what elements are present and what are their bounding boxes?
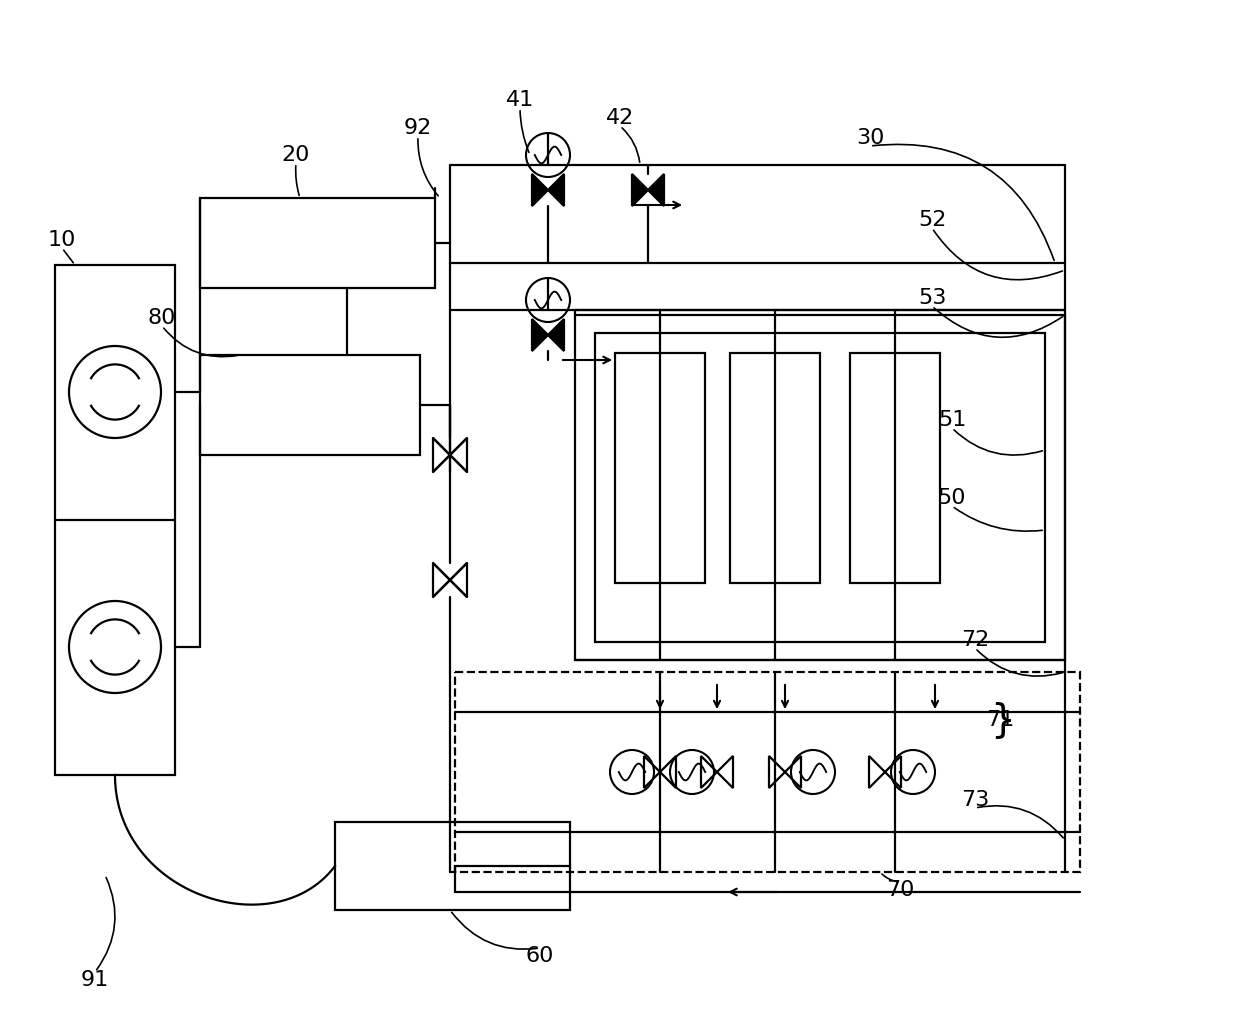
Text: 10: 10 — [48, 230, 76, 250]
Polygon shape — [649, 174, 663, 206]
Text: 80: 80 — [148, 308, 176, 328]
Polygon shape — [532, 174, 548, 206]
Polygon shape — [548, 174, 564, 206]
Bar — [615, 353, 706, 583]
Text: 70: 70 — [885, 880, 914, 900]
Text: 73: 73 — [961, 790, 990, 810]
Bar — [730, 353, 820, 583]
Text: 72: 72 — [961, 630, 990, 650]
Bar — [849, 353, 940, 583]
Bar — [575, 315, 1065, 660]
Polygon shape — [532, 319, 548, 351]
Text: 42: 42 — [606, 108, 634, 128]
Text: 20: 20 — [281, 145, 310, 165]
Polygon shape — [548, 319, 564, 351]
Text: 91: 91 — [81, 970, 109, 990]
Bar — [335, 822, 570, 910]
Polygon shape — [632, 174, 649, 206]
Bar — [200, 198, 435, 288]
Text: 30: 30 — [856, 128, 884, 148]
Bar — [200, 355, 420, 455]
Text: 60: 60 — [526, 946, 554, 966]
Bar — [455, 672, 1080, 873]
Text: 52: 52 — [918, 210, 946, 230]
Text: 50: 50 — [937, 487, 966, 508]
Text: 71: 71 — [986, 710, 1014, 730]
Bar — [595, 333, 1045, 642]
Text: 92: 92 — [404, 118, 432, 138]
Text: }: } — [990, 701, 1014, 739]
Text: 41: 41 — [506, 90, 534, 110]
Bar — [55, 265, 175, 775]
Text: 51: 51 — [937, 410, 966, 430]
Text: 53: 53 — [918, 288, 946, 308]
